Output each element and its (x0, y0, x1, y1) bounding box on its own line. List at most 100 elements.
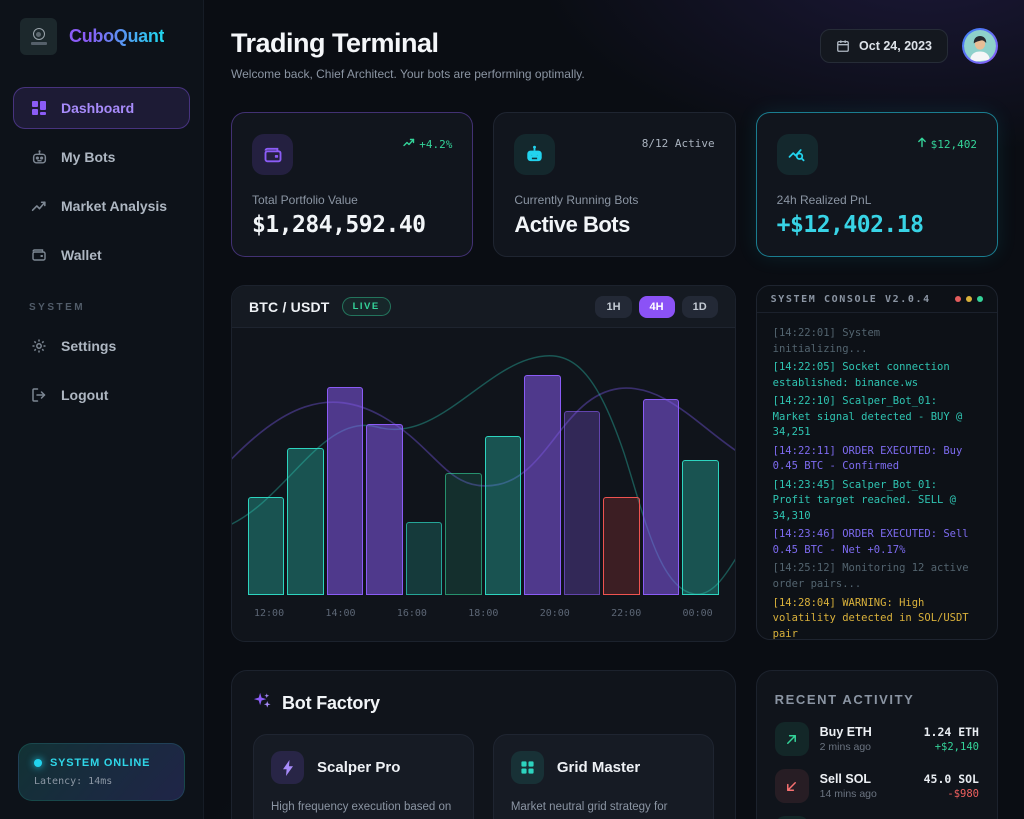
activity-time: 14 mins ago (819, 788, 877, 800)
bot-factory-panel: Bot Factory Scalper Pro High frequency e… (231, 670, 736, 819)
sidebar: CuboQuant Dashboard My Bots Market Analy… (0, 0, 204, 819)
chart-bar (326, 386, 364, 595)
console-log-line: [14:23:45] Scalper_Bot_01: Profit target… (772, 478, 956, 522)
sidebar-item-my-bots[interactable]: My Bots (13, 136, 190, 178)
stat-label: 24h Realized PnL (776, 193, 872, 207)
yellow-dot-icon (965, 296, 972, 302)
page-title: Trading Terminal (231, 28, 439, 58)
chart-bar (642, 399, 680, 595)
activity-amount: 1.24 ETH (923, 725, 979, 739)
sidebar-item-label: Logout (61, 387, 109, 403)
wallet-stat-icon (252, 134, 293, 175)
chart-bar (287, 448, 324, 595)
sidebar-item-dashboard[interactable]: Dashboard (13, 87, 190, 129)
page-header: Trading Terminal Welcome back, Chief Arc… (231, 28, 998, 81)
sidebar-item-settings[interactable]: Settings (13, 325, 190, 367)
chart-bar (248, 497, 285, 595)
activity-row-buy-eth[interactable]: Buy ETH 2 mins ago 1.24 ETH +$2,140 (774, 722, 979, 756)
console-log-line: [14:28:04] WARNING: High volatility dete… (772, 596, 969, 640)
stat-label: Total Portfolio Value (252, 193, 358, 207)
pnl-value: +$12,402.18 (776, 212, 924, 238)
user-avatar[interactable] (962, 28, 998, 64)
stat-card-portfolio: +4.2% Total Portfolio Value $1,284,592.4… (231, 112, 474, 257)
trade-up-icon (774, 816, 809, 819)
x-axis-tick: 22:00 (611, 608, 642, 619)
x-axis-tick: 12:00 (254, 608, 285, 619)
system-console-panel: SYSTEM CONSOLE V2.0.4 [14:22:01] System … (755, 285, 998, 640)
sidebar-item-label: Settings (61, 338, 117, 354)
avatar-image (964, 30, 996, 62)
live-badge: LIVE (341, 297, 391, 316)
sidebar-section-label: SYSTEM (29, 302, 86, 313)
console-log-list[interactable]: [14:22:01] System initializing... [14:22:… (757, 313, 997, 639)
chart-header: BTC / USDT LIVE 1H 4H 1D (232, 286, 735, 328)
bot-name: Scalper Pro (317, 759, 401, 776)
sidebar-item-market-analysis[interactable]: Market Analysis (13, 185, 190, 227)
gear-icon (30, 337, 48, 355)
activity-action: Buy ETH (819, 725, 872, 739)
page-subtitle: Welcome back, Chief Architect. Your bots… (231, 67, 585, 81)
date-picker-button[interactable]: Oct 24, 2023 (820, 29, 948, 63)
chart-bar (603, 497, 640, 595)
trending-icon (30, 197, 48, 215)
activity-pnl: -$980 (947, 788, 979, 800)
stat-card-active-bots: 8/12 Active Currently Running Bots Activ… (493, 112, 736, 257)
chart-bar (524, 374, 561, 595)
pair-label: BTC / USDT (249, 298, 330, 315)
sidebar-item-label: Market Analysis (61, 198, 168, 214)
chart-bar (484, 435, 522, 595)
sidebar-item-label: My Bots (61, 149, 116, 165)
activity-pnl: +$2,140 (934, 741, 979, 753)
robot-stat-icon (514, 134, 556, 175)
pnl-change-badge: $12,402 (917, 137, 977, 151)
portfolio-change-badge: +4.2% (403, 137, 452, 152)
bots-count-badge: 8/12 Active (641, 137, 715, 150)
dashboard-icon (30, 99, 48, 117)
chart-bar (366, 423, 403, 595)
bot-name: Grid Master (556, 759, 641, 776)
wallet-icon (30, 246, 48, 264)
timeframe-button-4h[interactable]: 4H (638, 295, 675, 318)
activity-row-sell-sol[interactable]: Sell SOL 14 mins ago 45.0 SOL -$980 (774, 769, 979, 803)
sidebar-item-label: Dashboard (61, 100, 135, 116)
bot-template-scalper-pro[interactable]: Scalper Pro High frequency execution bas… (253, 734, 474, 819)
chart-bar (682, 460, 719, 595)
console-window-dots (954, 296, 983, 302)
console-log-line: [14:22:05] Socket connection established… (772, 361, 950, 389)
logout-icon (30, 386, 48, 404)
sidebar-item-logout[interactable]: Logout (13, 374, 190, 416)
bot-template-grid-master[interactable]: Grid Master Market neutral grid strategy… (492, 734, 714, 819)
logo-image (20, 18, 57, 55)
sidebar-item-label: Wallet (61, 247, 102, 263)
activity-amount: 45.0 SOL (923, 772, 979, 786)
x-axis-tick: 00:00 (682, 608, 713, 619)
grid-icon (510, 751, 544, 784)
trade-down-icon (774, 769, 809, 803)
bot-factory-title: Bot Factory (282, 692, 380, 713)
brand-logo: CuboQuant (13, 16, 190, 55)
timeframe-button-1d[interactable]: 1D (681, 295, 718, 318)
portfolio-value: $1,284,592.40 (252, 212, 426, 238)
x-axis: 12:00 14:00 16:00 18:00 20:00 22:00 00:00 (232, 595, 735, 641)
timeframe-selector: 1H 4H 1D (595, 295, 718, 318)
chart-bar (405, 521, 443, 595)
status-dot-icon (34, 759, 42, 767)
timeframe-button-1h[interactable]: 1H (595, 295, 632, 318)
activity-row-buy-btc[interactable]: Buy BTC 42 mins ago 0.05 BTC +$1,705 (774, 816, 979, 819)
x-axis-tick: 14:00 (325, 608, 356, 619)
trend-search-stat-icon (776, 134, 818, 175)
x-axis-tick: 18:00 (468, 608, 499, 619)
console-log-line: [14:22:11] ORDER EXECUTED: Buy 0.45 BTC … (772, 444, 963, 473)
dashboard-grid: +4.2% Total Portfolio Value $1,284,592.4… (231, 112, 998, 819)
chart-plot-area: 12:00 14:00 16:00 18:00 20:00 22:00 00:00 (232, 328, 735, 641)
calendar-icon (836, 39, 850, 53)
activity-time: 2 mins ago (819, 741, 872, 753)
brand-name: CuboQuant (69, 26, 165, 46)
console-log-line: [14:22:01] System initializing... (772, 327, 881, 355)
sparkles-icon (253, 691, 272, 715)
trend-up-icon (403, 137, 415, 152)
logo-emblem-icon (32, 28, 45, 40)
sidebar-item-wallet[interactable]: Wallet (13, 234, 190, 276)
main-content: Trading Terminal Welcome back, Chief Arc… (204, 0, 1024, 819)
console-log-line: [14:25:12] Monitoring 12 active order pa… (772, 562, 969, 590)
